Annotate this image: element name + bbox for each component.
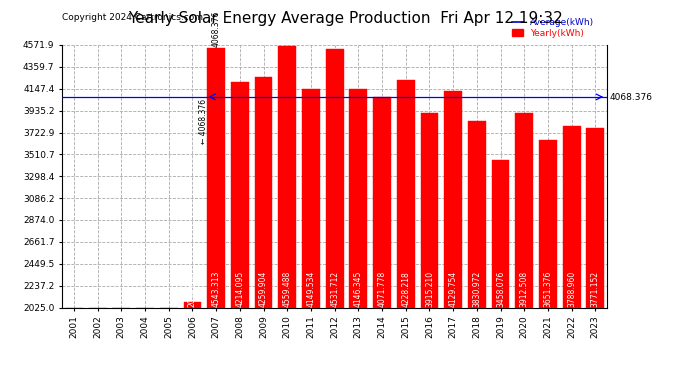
Bar [468, 122, 486, 308]
Text: 4149.534: 4149.534 [306, 270, 315, 307]
Text: 4228.218: 4228.218 [402, 271, 411, 307]
Text: 4146.345: 4146.345 [354, 270, 363, 307]
Text: 4068.376: 4068.376 [212, 11, 221, 47]
Text: 3458.076: 3458.076 [496, 270, 505, 307]
Bar [373, 96, 391, 308]
Bar [184, 302, 201, 307]
Legend: Average(kWh), Yearly(kWh): Average(kWh), Yearly(kWh) [510, 15, 598, 40]
Text: Copyright 2024 Cartronics.com: Copyright 2024 Cartronics.com [62, 13, 203, 22]
Bar [255, 77, 273, 308]
Bar [421, 112, 438, 308]
Text: 3771.152: 3771.152 [591, 270, 600, 307]
Bar [207, 48, 225, 308]
Text: Yearly Solar Energy Average Production  Fri Apr 12 19:32: Yearly Solar Energy Average Production F… [128, 11, 562, 26]
Text: 3912.508: 3912.508 [520, 270, 529, 307]
Text: ← 4068.376: ← 4068.376 [199, 99, 208, 144]
Bar [326, 49, 344, 308]
Bar [539, 140, 557, 308]
Bar [586, 128, 604, 308]
Text: 4543.313: 4543.313 [212, 270, 221, 307]
Bar [563, 126, 580, 308]
Text: 3830.972: 3830.972 [473, 270, 482, 307]
Bar [278, 46, 296, 308]
Bar [231, 82, 248, 308]
Bar [492, 160, 509, 308]
Bar [349, 89, 367, 308]
Text: 4214.095: 4214.095 [235, 270, 244, 307]
Bar [397, 80, 415, 308]
Text: 4071.778: 4071.778 [377, 270, 386, 307]
Text: 3915.210: 3915.210 [425, 270, 434, 307]
Text: 2074.676: 2074.676 [188, 270, 197, 307]
Bar [515, 113, 533, 308]
Bar [302, 88, 320, 308]
Bar [444, 91, 462, 308]
Text: 4259.904: 4259.904 [259, 270, 268, 307]
Text: 4129.754: 4129.754 [448, 270, 457, 307]
Text: 3651.376: 3651.376 [544, 270, 553, 307]
Text: 4559.488: 4559.488 [283, 270, 292, 307]
Text: 3788.960: 3788.960 [567, 270, 576, 307]
Text: 4531.712: 4531.712 [330, 270, 339, 307]
